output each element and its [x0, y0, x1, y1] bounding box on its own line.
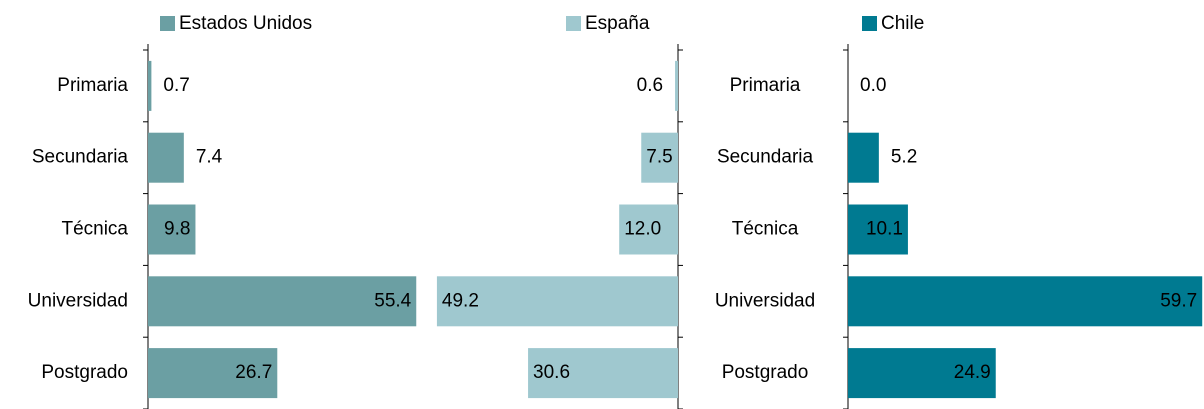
bar	[528, 348, 678, 399]
legend-label: Estados Unidos	[179, 13, 312, 34]
category-label: Primaria	[57, 75, 128, 96]
value-label: 10.1	[866, 219, 903, 240]
value-label: 9.8	[164, 219, 190, 240]
legend-label: Chile	[881, 13, 924, 34]
legend-swatch	[160, 16, 175, 31]
bar	[148, 348, 278, 399]
category-label: Secundaria	[32, 147, 129, 168]
category-label: Primaria	[730, 75, 801, 96]
value-label: 24.9	[954, 362, 991, 383]
value-label: 7.4	[196, 147, 223, 168]
category-label: Postgrado	[722, 362, 809, 383]
bar	[148, 204, 196, 255]
bar	[675, 60, 678, 111]
category-label: Universidad	[28, 290, 128, 311]
value-label: 55.4	[374, 290, 411, 311]
bar	[848, 132, 879, 183]
value-label: 5.2	[891, 147, 917, 168]
category-label: Técnica	[732, 219, 799, 240]
value-label: 0.7	[163, 75, 189, 96]
value-label: 26.7	[235, 362, 272, 383]
bar	[848, 348, 996, 399]
value-label: 12.0	[624, 219, 661, 240]
value-label: 0.6	[637, 75, 663, 96]
bar	[848, 204, 908, 255]
category-label: Universidad	[715, 290, 815, 311]
bar	[148, 132, 184, 183]
category-label: Técnica	[61, 219, 128, 240]
legend-label: España	[585, 13, 650, 34]
bar	[848, 276, 1203, 327]
legend-swatch	[862, 16, 877, 31]
value-label: 7.5	[646, 147, 672, 168]
bar	[619, 204, 678, 255]
value-label: 0.0	[860, 75, 886, 96]
bar	[436, 276, 678, 327]
bar	[148, 276, 417, 327]
value-label: 30.6	[533, 362, 570, 383]
value-label: 49.2	[442, 290, 479, 311]
category-label: Postgrado	[41, 362, 128, 383]
legend-swatch	[566, 16, 581, 31]
bar	[148, 60, 152, 111]
category-label: Secundaria	[717, 147, 814, 168]
value-label: 59.7	[1160, 290, 1197, 311]
bar	[641, 132, 678, 183]
